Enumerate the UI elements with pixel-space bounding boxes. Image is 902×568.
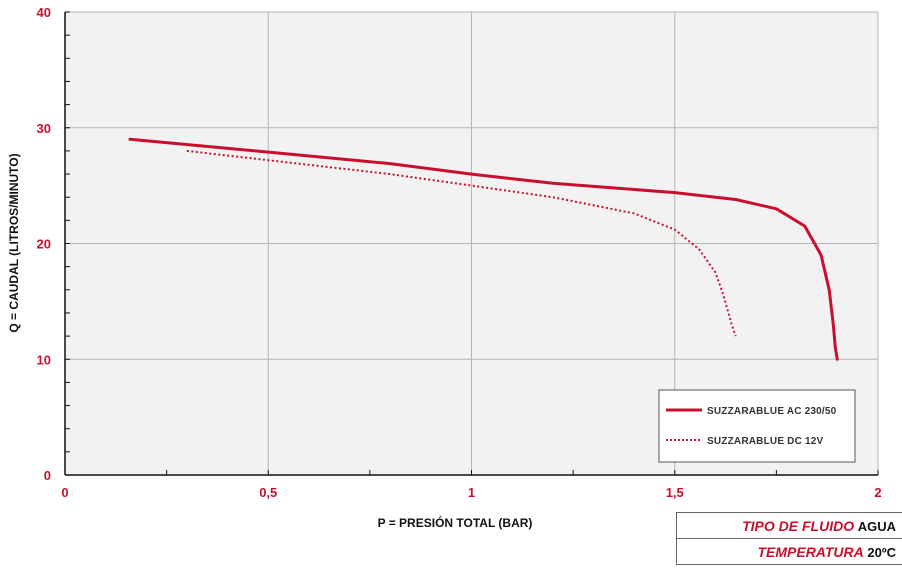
y-tick-label: 20 [37, 237, 51, 252]
y-tick-label: 10 [37, 352, 51, 367]
y-tick-label: 0 [44, 468, 51, 483]
info-label-fluid: TIPO DE FLUIDO AGUA [676, 512, 902, 539]
series [128, 137, 839, 361]
x-tick-label: 2 [874, 485, 881, 500]
legend-label-dc: SUZZARABLUE DC 12V [707, 436, 824, 447]
x-axis-title: P = PRESIÓN TOTAL (BAR) [378, 515, 533, 530]
x-tick-label: 0,5 [259, 485, 277, 500]
grid [65, 11, 879, 475]
y-tick-label: 30 [37, 121, 51, 136]
info-row-fluid: TIPO DE FLUIDO AGUA [676, 512, 902, 539]
x-tick-label: 1 [468, 485, 475, 500]
info-row-temperature: TEMPERATURA 20ºC [676, 538, 902, 565]
x-tick-label: 0 [61, 485, 68, 500]
legend-label-ac: SUZZARABLUE AC 230/50 [707, 406, 837, 417]
x-tick-labels: 0 0,5 1 1,5 2 [61, 485, 881, 500]
fluid-info-table: TIPO DE FLUIDO AGUA TEMPERATURA 20ºC [676, 512, 902, 565]
x-tick-label: 1,5 [666, 485, 684, 500]
y-tick-label: 40 [37, 5, 51, 20]
info-value-fluid: AGUA [857, 518, 896, 534]
info-label-temperature: TEMPERATURA 20ºC [676, 538, 902, 565]
info-value-temperature: 20ºC [867, 544, 896, 560]
series-line-ac [128, 137, 839, 361]
y-tick-labels: 0 10 20 30 40 [37, 5, 51, 483]
legend-box [658, 389, 856, 463]
series-line-dc [186, 149, 737, 337]
y-axis-title: Q = CAUDAL (LITROS/MINUTO) [7, 153, 21, 332]
legend: SUZZARABLUE AC 230/50 SUZZARABLUE DC 12V [658, 389, 856, 463]
